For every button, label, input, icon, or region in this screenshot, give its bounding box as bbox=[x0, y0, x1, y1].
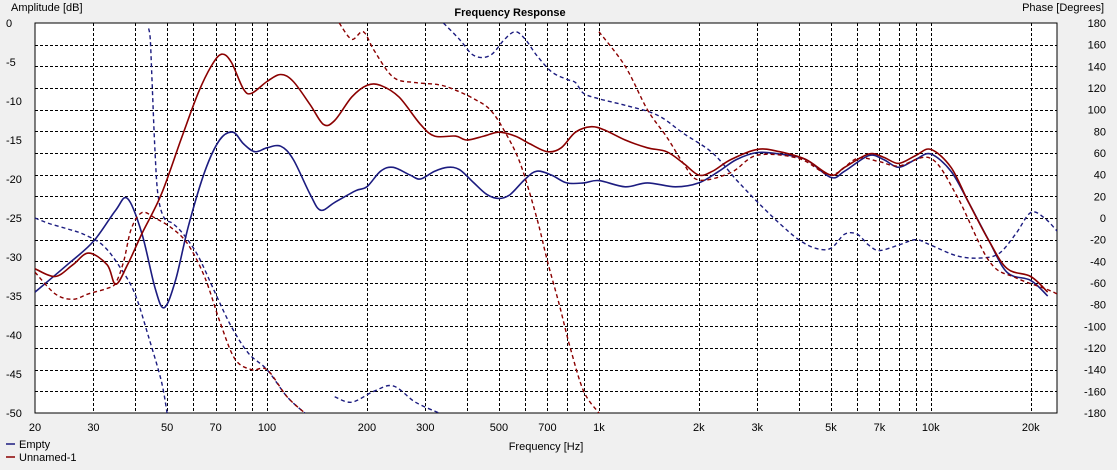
y-left-tick-label: -20 bbox=[6, 174, 22, 186]
phase-curve-unnamed-1 bbox=[35, 211, 306, 413]
y-right-tick-label: 120 bbox=[1088, 83, 1106, 95]
legend-item-unnamed: Unnamed-1 bbox=[19, 452, 76, 464]
y-left-tick-label: -45 bbox=[6, 369, 22, 381]
y-left-tick-label: -10 bbox=[6, 96, 22, 108]
phase-curve-empty bbox=[334, 384, 440, 413]
x-tick-label: 700 bbox=[538, 422, 556, 434]
y-axis-left-label: Amplitude [dB] bbox=[11, 2, 83, 14]
phase-curve-unnamed-1 bbox=[338, 23, 600, 413]
legend: Empty Unnamed-1 bbox=[6, 439, 76, 464]
y-left-tick-label: -50 bbox=[6, 408, 22, 420]
x-tick-label: 300 bbox=[416, 422, 434, 434]
x-tick-label: 10k bbox=[922, 422, 940, 434]
y-right-tick-label: 20 bbox=[1094, 191, 1106, 203]
y-right-tick-label: -100 bbox=[1084, 321, 1106, 333]
y-right-tick-label: -140 bbox=[1084, 365, 1106, 377]
x-tick-label: 30 bbox=[87, 422, 99, 434]
x-tick-label: 100 bbox=[258, 422, 276, 434]
phase-curve-empty bbox=[442, 23, 1057, 259]
x-tick-label: 20k bbox=[1022, 422, 1040, 434]
y-right-tick-label: -180 bbox=[1084, 408, 1106, 420]
amplitude-curve-empty bbox=[35, 131, 1049, 309]
y-right-tick-label: 40 bbox=[1094, 170, 1106, 182]
y-right-tick-label: 60 bbox=[1094, 148, 1106, 160]
y-left-tick-label: -25 bbox=[6, 213, 22, 225]
y-right-tick-label: -160 bbox=[1084, 386, 1106, 398]
x-tick-label: 1k bbox=[593, 422, 605, 434]
y-left-tick-label: -15 bbox=[6, 135, 22, 147]
y-right-tick-label: 180 bbox=[1088, 18, 1106, 30]
phase-curve-unnamed-1 bbox=[598, 31, 1057, 295]
x-tick-label: 50 bbox=[161, 422, 173, 434]
x-tick-label: 3k bbox=[751, 422, 763, 434]
x-axis-label: Frequency [Hz] bbox=[509, 441, 584, 453]
legend-item-empty: Empty bbox=[19, 439, 51, 451]
y-right-tick-label: -120 bbox=[1084, 343, 1106, 355]
x-tick-label: 20 bbox=[29, 422, 41, 434]
y-left-tick-label: -40 bbox=[6, 330, 22, 342]
y-right-tick-label: 100 bbox=[1088, 105, 1106, 117]
y-left-tick-label: -35 bbox=[6, 291, 22, 303]
amplitude-curve-unnamed-1 bbox=[35, 53, 1049, 293]
x-tick-label: 200 bbox=[358, 422, 376, 434]
y-left-tick-label: 0 bbox=[6, 18, 12, 30]
y-axis-right-label: Phase [Degrees] bbox=[1022, 2, 1104, 14]
y-right-tick-label: -20 bbox=[1090, 235, 1106, 247]
chart-title: Frequency Response bbox=[454, 7, 565, 19]
y-right-tick-label: 160 bbox=[1088, 40, 1106, 52]
x-tick-label: 70 bbox=[209, 422, 221, 434]
y-right-tick-label: 80 bbox=[1094, 126, 1106, 138]
x-tick-label: 7k bbox=[874, 422, 886, 434]
y-left-tick-label: -30 bbox=[6, 252, 22, 264]
y-right-tick-label: -80 bbox=[1090, 300, 1106, 312]
y-right-tick-label: 0 bbox=[1100, 213, 1106, 225]
x-tick-label: 5k bbox=[825, 422, 837, 434]
y-right-tick-label: -40 bbox=[1090, 256, 1106, 268]
y-left-tick-label: -5 bbox=[6, 57, 16, 69]
y-right-tick-label: 140 bbox=[1088, 61, 1106, 73]
x-tick-label: 500 bbox=[490, 422, 508, 434]
phase-curve-empty bbox=[35, 217, 168, 413]
x-tick-label: 2k bbox=[693, 422, 705, 434]
y-right-tick-label: -60 bbox=[1090, 278, 1106, 290]
